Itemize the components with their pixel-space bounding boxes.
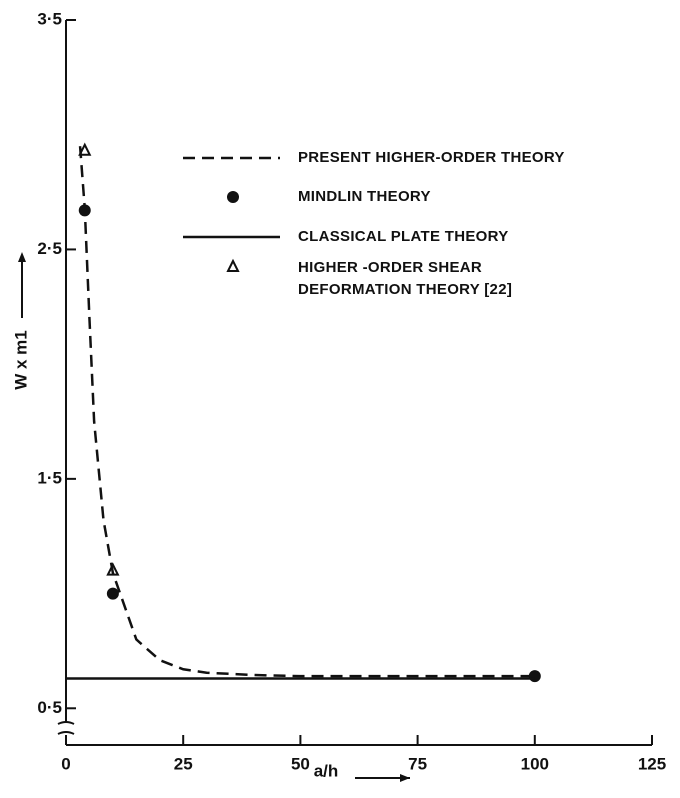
legend-swatch bbox=[226, 258, 240, 272]
axis-break bbox=[57, 721, 75, 735]
data-point bbox=[78, 142, 92, 156]
x-tick-label: 50 bbox=[291, 754, 310, 773]
y-tick-label: 2·5 bbox=[37, 239, 62, 258]
data-line bbox=[78, 146, 535, 678]
x-axis-label: a/h bbox=[314, 761, 339, 780]
y-tick-label: 0·5 bbox=[37, 698, 62, 717]
legend-entry: HIGHER -ORDER SHEAR DEFORMATION THEORY [… bbox=[298, 259, 513, 298]
data-point bbox=[528, 670, 541, 683]
y-tick-label: 1·5 bbox=[37, 468, 62, 487]
y-tick-label: 3·5 bbox=[37, 9, 62, 28]
x-tick-label: 0 bbox=[61, 754, 70, 773]
x-tick-label: 125 bbox=[638, 754, 666, 773]
data-point bbox=[78, 204, 91, 217]
x-tick-label: 25 bbox=[174, 754, 193, 773]
y-axis-label: W x m1 bbox=[11, 330, 30, 390]
data-point bbox=[106, 587, 119, 600]
legend-entry: PRESENT HIGHER-ORDER THEORY bbox=[298, 149, 565, 166]
x-tick-label: 75 bbox=[408, 754, 427, 773]
x-tick-label: 100 bbox=[521, 754, 549, 773]
legend-swatch bbox=[227, 191, 239, 203]
legend-entry: CLASSICAL PLATE THEORY bbox=[298, 228, 509, 245]
x-arrow-head bbox=[400, 774, 410, 782]
data-point bbox=[106, 562, 120, 576]
y-arrow-head bbox=[18, 252, 26, 262]
legend-entry: MINDLIN THEORY bbox=[298, 188, 431, 205]
